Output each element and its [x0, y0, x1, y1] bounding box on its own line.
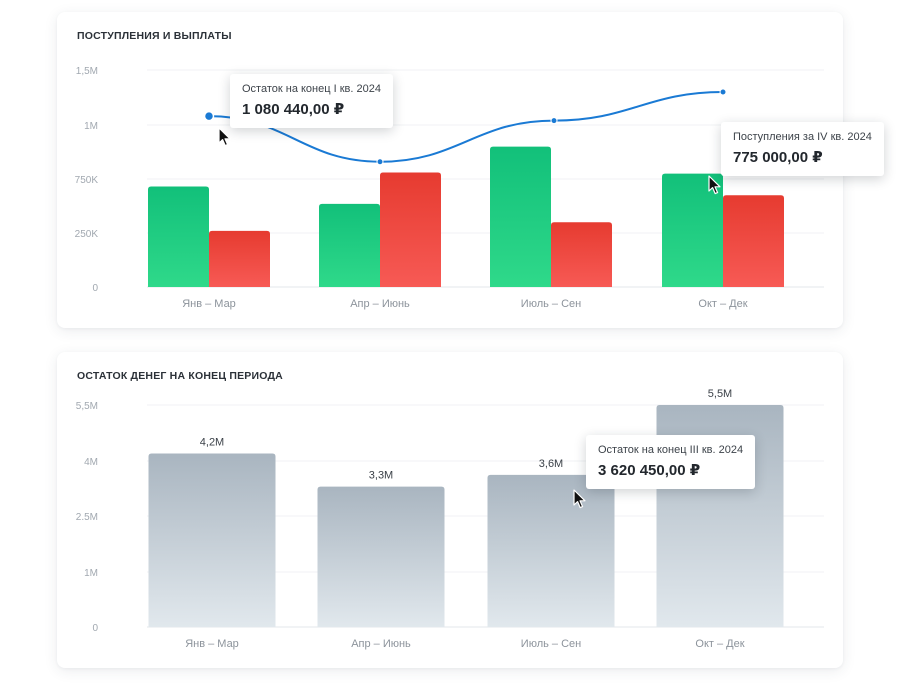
y-tick-label: 5,5M: [76, 401, 98, 412]
x-category-label: Июль – Сен: [521, 298, 581, 310]
payout-bar: [209, 230, 270, 287]
income-bar: [662, 173, 723, 287]
y-tick-label: 0: [92, 283, 98, 294]
y-tick-label: 1M: [84, 121, 98, 132]
bar-value-label: 3,3M: [369, 470, 393, 482]
mouse-cursor-icon: [218, 127, 231, 147]
tooltip-label: Остаток на конец I кв. 2024: [242, 83, 381, 95]
tooltip-income-q4: Поступления за IV кв. 2024 775 000,00 ₽: [721, 122, 884, 176]
y-tick-label: 1M: [84, 568, 98, 579]
x-category-label: Янв – Мар: [185, 638, 239, 650]
x-category-label: Апр – Июнь: [350, 298, 410, 310]
x-category-label: Апр – Июнь: [351, 638, 411, 650]
balance-card: ОСТАТОК ДЕНЕГ НА КОНЕЦ ПЕРИОДА 0 1M 2.5M 4M…: [57, 352, 843, 668]
payout-bar: [723, 195, 784, 287]
income-bar: [490, 146, 551, 287]
y-tick-label: 2.5M: [76, 512, 98, 523]
tooltip-label: Остаток на конец III кв. 2024: [598, 444, 744, 456]
balance-bar: [317, 486, 445, 627]
tooltip-value: 3 620 450,00 ₽: [598, 462, 701, 479]
y-tick-label: 1,5M: [76, 66, 98, 77]
tooltip-value: 1 080 440,00 ₽: [242, 101, 345, 118]
x-category-label: Июль – Сен: [521, 638, 581, 650]
chart-title: ПОСТУПЛЕНИЯ И ВЫПЛАТЫ: [77, 30, 232, 42]
tooltip-value: 775 000,00 ₽: [733, 149, 823, 166]
x-category-label: Окт – Дек: [698, 298, 747, 310]
balance-point: [550, 117, 558, 125]
y-tick-label: 750K: [75, 175, 99, 186]
chart-title: ОСТАТОК ДЕНЕГ НА КОНЕЦ ПЕРИОДА: [77, 370, 283, 382]
payout-bar: [380, 172, 441, 287]
tooltip-balance-q1: Остаток на конец I кв. 2024 1 080 440,00…: [230, 74, 393, 128]
tooltip-label: Поступления за IV кв. 2024: [733, 131, 872, 143]
income-payout-card: ПОСТУПЛЕНИЯ И ВЫПЛАТЫ 0 250K 750K 1M 1,5M Янв…: [57, 12, 843, 328]
bar-value-label: 5,5M: [708, 388, 732, 400]
y-tick-label: 0: [92, 623, 98, 634]
balance-bar: [148, 453, 276, 627]
income-bar: [148, 186, 209, 287]
payout-bar: [551, 222, 612, 287]
bar-value-label: 4,2M: [200, 437, 224, 449]
balance-line: [208, 91, 724, 163]
balance-bar: [487, 474, 615, 627]
mouse-cursor-icon: [708, 175, 721, 195]
y-tick-label: 250K: [75, 229, 99, 240]
x-category-label: Янв – Мар: [182, 298, 236, 310]
tooltip-balance-q3: Остаток на конец III кв. 2024 3 620 450,…: [586, 435, 756, 489]
y-tick-label: 4M: [84, 457, 98, 468]
balance-point: [719, 88, 727, 96]
income-bar: [319, 203, 380, 287]
balance-point: [376, 158, 384, 166]
balance-point: [203, 110, 215, 122]
x-category-label: Окт – Дек: [695, 638, 744, 650]
bar-value-label: 3,6M: [539, 458, 563, 470]
balance-chart: 0 1M 2.5M 4M 5,5M 4,2M Янв – Мар 3,3M Апр – Июнь…: [76, 388, 824, 650]
income-payout-chart: 0 250K 750K 1M 1,5M Янв – Мар Апр – Июнь Июль –…: [75, 66, 824, 310]
mouse-cursor-icon: [573, 489, 586, 509]
